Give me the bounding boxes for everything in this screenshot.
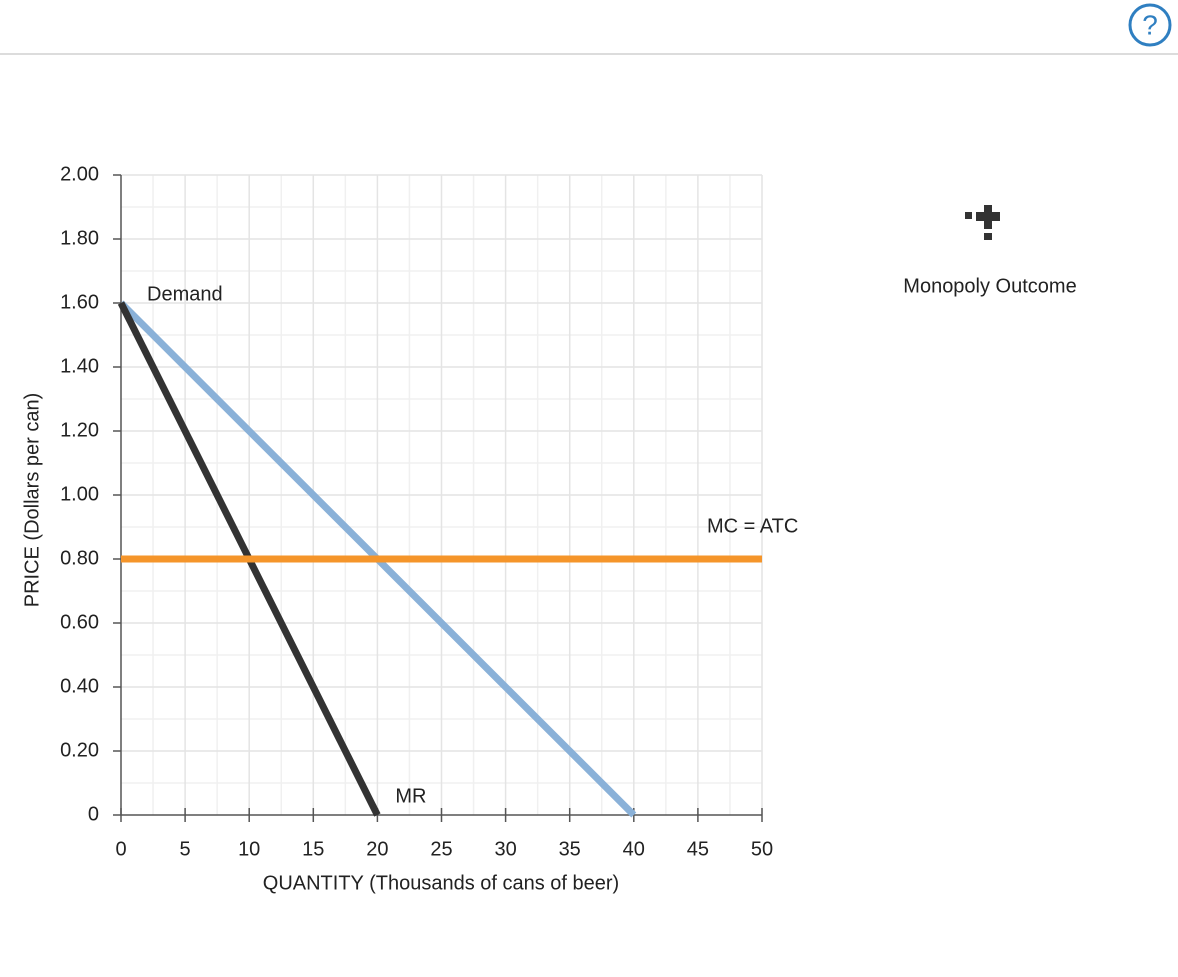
y-tick-label: 1.60 bbox=[60, 291, 99, 313]
help-button[interactable] bbox=[1128, 3, 1172, 47]
x-tick-label: 50 bbox=[751, 838, 773, 860]
x-axis-label: QUANTITY (Thousands of cans of beer) bbox=[263, 872, 619, 894]
y-axis-label: PRICE (Dollars per can) bbox=[21, 393, 43, 608]
series-label: Demand bbox=[147, 283, 223, 305]
y-tick-label: 1.40 bbox=[60, 355, 99, 377]
x-tick-label: 20 bbox=[366, 838, 388, 860]
x-tick-label: 10 bbox=[238, 838, 260, 860]
y-tick-label: 0.80 bbox=[60, 547, 99, 569]
tool-label[interactable]: Monopoly Outcome bbox=[903, 275, 1076, 297]
y-tick-label: 0.20 bbox=[60, 739, 99, 761]
toolbar bbox=[0, 0, 1178, 54]
y-tick-label: 1.80 bbox=[60, 227, 99, 249]
series-label: MC = ATC bbox=[707, 515, 798, 537]
x-tick-label: 5 bbox=[180, 838, 191, 860]
y-tick-label: 1.20 bbox=[60, 419, 99, 441]
y-tick-label: 2.00 bbox=[60, 163, 99, 185]
series-label: MR bbox=[395, 785, 426, 807]
x-tick-label: 45 bbox=[687, 838, 709, 860]
y-tick-label: 1.00 bbox=[60, 483, 99, 505]
y-tick-label: 0.60 bbox=[60, 611, 99, 633]
x-tick-label: 35 bbox=[559, 838, 581, 860]
x-tick-label: 30 bbox=[494, 838, 516, 860]
x-tick-label: 25 bbox=[430, 838, 452, 860]
x-tick-label: 40 bbox=[623, 838, 645, 860]
y-tick-label: 0 bbox=[88, 803, 99, 825]
tool-icon[interactable] bbox=[965, 205, 1000, 240]
y-tick-label: 0.40 bbox=[60, 675, 99, 697]
x-tick-label: 15 bbox=[302, 838, 324, 860]
help-icon[interactable]: ? bbox=[1142, 9, 1158, 40]
x-tick-label: 0 bbox=[115, 838, 126, 860]
